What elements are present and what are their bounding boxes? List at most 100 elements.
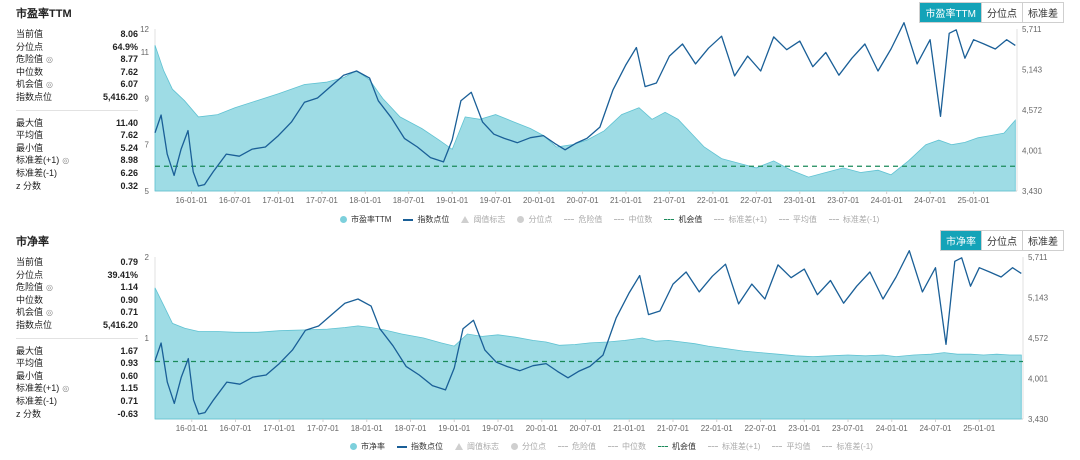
tab-pe-ttm[interactable]: 市盈率TTM (920, 3, 981, 22)
stat-value: 0.93 (120, 358, 138, 369)
stat-value: 8.77 (120, 54, 138, 65)
x-tick-label: 18-07-01 (394, 424, 427, 433)
y-left-tick-label: 1 (145, 334, 150, 343)
x-tick-label: 20-07-01 (569, 424, 602, 433)
legend-item[interactable]: 机会值 (658, 441, 696, 452)
x-tick-label: 25-01-01 (963, 424, 996, 433)
help-icon[interactable]: ◎ (62, 384, 70, 394)
area-series (154, 287, 1022, 420)
legend-label: 市盈率TTM (351, 215, 392, 224)
stat-label-text: 指数点位 (16, 91, 53, 102)
legend-label: 平均值 (786, 442, 811, 451)
help-icon[interactable]: ◎ (46, 283, 53, 293)
x-tick-label: 23-01-01 (784, 196, 817, 205)
legend-marker-icon (397, 445, 407, 448)
legend-marker-icon (822, 446, 833, 447)
stat-value: 5,416.20 (102, 319, 138, 330)
legend-item[interactable]: 标准差(-1) (822, 441, 873, 452)
legend-label: 指数点位 (411, 442, 443, 451)
legend-item[interactable]: 标准差(+1) (714, 214, 767, 225)
y-right-tick-label: 5,711 (1028, 253, 1048, 262)
stat-label: 中位数 (16, 66, 43, 79)
y-left-tick-label: 11 (141, 48, 150, 57)
legend-item[interactable]: 分位点 (517, 214, 552, 225)
help-icon[interactable]: ◎ (46, 55, 53, 65)
legend-item[interactable]: 中位数 (608, 441, 646, 452)
stat-row: 最小值 0.60 (16, 370, 138, 383)
panel-title: 市盈率TTM (16, 8, 72, 20)
stat-label: 危险值 ◎ (16, 53, 53, 66)
legend-item[interactable]: 危险值 (564, 214, 602, 225)
legend-item[interactable]: 中位数 (614, 214, 652, 225)
x-tick-label: 17-07-01 (306, 196, 339, 205)
x-tick-label: 16-07-01 (219, 196, 252, 205)
stat-label: 机会值 ◎ (16, 78, 53, 91)
legend-item[interactable]: 标准差(-1) (828, 214, 879, 225)
legend-item[interactable]: 指数点位 (397, 441, 443, 452)
legend-item[interactable]: 阈值标志 (461, 214, 505, 225)
legend-item[interactable]: 平均值 (772, 441, 810, 452)
x-tick-label: 25-01-01 (958, 196, 991, 205)
x-tick-label: 18-01-01 (351, 424, 384, 433)
stat-value: 8.98 (120, 155, 138, 166)
legend-label: 危险值 (578, 215, 603, 224)
x-tick-label: 16-07-01 (219, 424, 252, 433)
stat-label: 指数点位 (16, 319, 52, 332)
legend-label: 指数点位 (417, 215, 450, 224)
legend-marker-icon (614, 219, 625, 220)
stat-row: 指数点位 5,416.20 (16, 319, 138, 332)
stat-label: 当前值 (16, 28, 43, 41)
tab-std[interactable]: 标准差 (1022, 231, 1063, 250)
legend-item[interactable]: 标准差(+1) (708, 441, 760, 452)
pe-chart: 5 7 9 11 12 3,430 4,001 4,572 5,143 5,711 16-01-01… (140, 22, 1043, 205)
tab-percentile[interactable]: 分位点 (981, 3, 1022, 22)
index-line-series (154, 250, 1022, 415)
x-tick-label: 22-01-01 (701, 424, 734, 433)
stat-label: 当前值 (16, 256, 43, 269)
stat-row: 机会值 ◎ 0.71 (16, 306, 138, 319)
stat-row: 指数点位 5,416.20 (16, 91, 138, 104)
stat-label-text: 平均值 (16, 130, 44, 141)
legend-label: 市净率 (361, 442, 385, 451)
legend-item[interactable]: 平均值 (778, 214, 817, 225)
tab-percentile[interactable]: 分位点 (981, 231, 1022, 250)
help-icon[interactable]: ◎ (62, 156, 70, 166)
legend-item[interactable]: 市净率 (350, 441, 385, 452)
stat-row: 最大值 11.40 (16, 117, 138, 130)
x-tick-label: 20-07-01 (567, 196, 600, 205)
tab-pb[interactable]: 市净率 (941, 231, 981, 250)
help-icon[interactable]: ◎ (46, 308, 53, 318)
legend-item[interactable]: 市盈率TTM (340, 214, 391, 225)
help-icon[interactable]: ◎ (46, 80, 53, 90)
legend-marker-icon (564, 219, 575, 220)
y-right-tick-label: 4,572 (1022, 106, 1043, 115)
legend-label: 标准差(-1) (836, 442, 873, 451)
x-tick-label: 19-01-01 (438, 424, 471, 433)
stat-label-text: 最大值 (16, 117, 44, 128)
legend-item[interactable]: 阈值标志 (455, 441, 499, 452)
legend-item[interactable]: 机会值 (664, 214, 702, 225)
tab-std[interactable]: 标准差 (1022, 3, 1063, 22)
x-tick-label: 24-07-01 (914, 196, 947, 205)
x-tick-label: 17-01-01 (263, 424, 296, 433)
y-right-tick-label: 5,143 (1028, 293, 1049, 302)
stat-value: 1.14 (120, 282, 138, 293)
stat-row: 当前值 8.06 (16, 28, 138, 41)
legend-label: 危险值 (572, 442, 596, 451)
y-right-tick-label: 3,430 (1022, 187, 1043, 196)
stat-label-text: 危险值 (16, 282, 44, 293)
legend-label: 分位点 (522, 442, 546, 451)
stat-row: 中位数 0.90 (16, 294, 138, 307)
stat-label-text: 中位数 (16, 294, 44, 305)
legend-item[interactable]: 指数点位 (403, 214, 449, 225)
legend-item[interactable]: 分位点 (511, 441, 546, 452)
stat-value: 6.26 (120, 167, 138, 178)
stat-value: -0.63 (117, 408, 138, 419)
stat-row: 标准差(+1) ◎ 8.98 (16, 154, 138, 167)
stat-row: 当前值 0.79 (16, 256, 138, 269)
stats-block: 当前值 8.06 分位点 64.9% 危险值 ◎ 8.77 中位数 7.62 机会值 ◎ 6.07 指数… (16, 28, 138, 192)
y-right-tick-label: 5,143 (1022, 65, 1043, 74)
legend-item[interactable]: 危险值 (558, 441, 596, 452)
stat-label-text: 中位数 (16, 66, 44, 77)
index-line-series (154, 22, 1016, 187)
